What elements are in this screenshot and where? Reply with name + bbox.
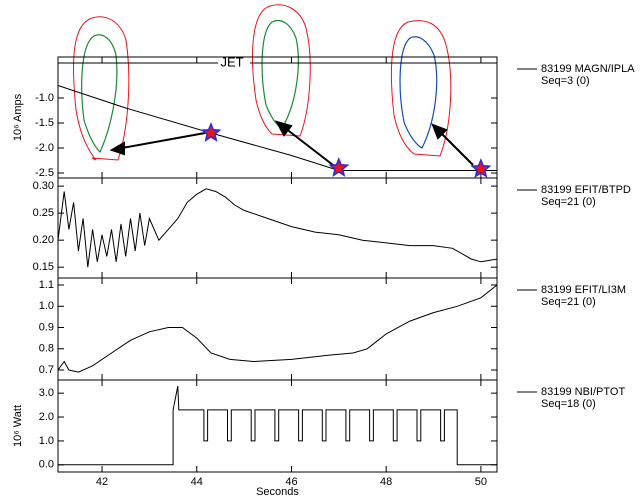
x-tick-label: 48 bbox=[380, 476, 392, 488]
y-tick-label: 2.0 bbox=[39, 411, 54, 423]
legend-seq: Seq=18 (0) bbox=[541, 398, 596, 410]
y-tick-label: 0.8 bbox=[39, 343, 54, 355]
legend-label: 83199 EFIT/BTPD bbox=[541, 184, 631, 196]
star-marker bbox=[200, 122, 222, 142]
x-tick-label: 50 bbox=[475, 476, 487, 488]
y-tick-label: -2.0 bbox=[35, 142, 54, 154]
series-line bbox=[57, 284, 498, 373]
series-line bbox=[57, 188, 498, 268]
legend-seq: Seq=21 (0) bbox=[541, 296, 596, 308]
plot-frame bbox=[57, 277, 498, 381]
plasma-shapes bbox=[58, 4, 497, 166]
legend-seq: Seq=3 (0) bbox=[541, 75, 590, 87]
legend-label: 83199 MAGN/IPLA bbox=[541, 63, 635, 75]
legend-seq: Seq=21 (0) bbox=[541, 196, 596, 208]
y-tick-label: -1.5 bbox=[35, 117, 54, 129]
y-tick-label: 1.0 bbox=[39, 435, 54, 447]
y-tick-label: 0.15 bbox=[33, 261, 54, 273]
y-tick-label: 1.1 bbox=[39, 279, 54, 291]
y-tick-label: -1.0 bbox=[35, 92, 54, 104]
x-tick-label: 44 bbox=[191, 476, 203, 488]
y-tick-label: -2.5 bbox=[35, 167, 54, 179]
y-tick-label: 0.30 bbox=[33, 180, 54, 192]
y-tick-label: 1.0 bbox=[39, 300, 54, 312]
y-tick-label: 3.0 bbox=[39, 387, 54, 399]
y-tick-label: 0.20 bbox=[33, 234, 54, 246]
series-line bbox=[57, 85, 497, 171]
star-marker bbox=[470, 158, 492, 178]
chart-title: JET bbox=[220, 54, 243, 69]
y-tick-label: 0.25 bbox=[33, 207, 54, 219]
plot-frame bbox=[57, 379, 498, 473]
legend-label: 83199 NBI/PTOT bbox=[541, 386, 625, 398]
plot-frame bbox=[57, 56, 498, 179]
y-axis-label: 10⁶ Amps bbox=[12, 93, 24, 141]
y-tick-label: 0.9 bbox=[39, 321, 54, 333]
y-tick-label: 0.7 bbox=[39, 364, 54, 376]
plot-frame bbox=[57, 177, 498, 279]
x-tick-label: 46 bbox=[285, 476, 297, 488]
x-axis-label: Seconds bbox=[256, 486, 299, 496]
star-marker bbox=[328, 157, 350, 177]
x-tick-label: 42 bbox=[96, 476, 108, 488]
y-axis-label: 10⁶ Watt bbox=[12, 405, 24, 447]
y-tick-label: 0.0 bbox=[39, 459, 54, 471]
series-line bbox=[58, 385, 497, 466]
legend-label: 83199 EFIT/LI3M bbox=[541, 284, 626, 296]
